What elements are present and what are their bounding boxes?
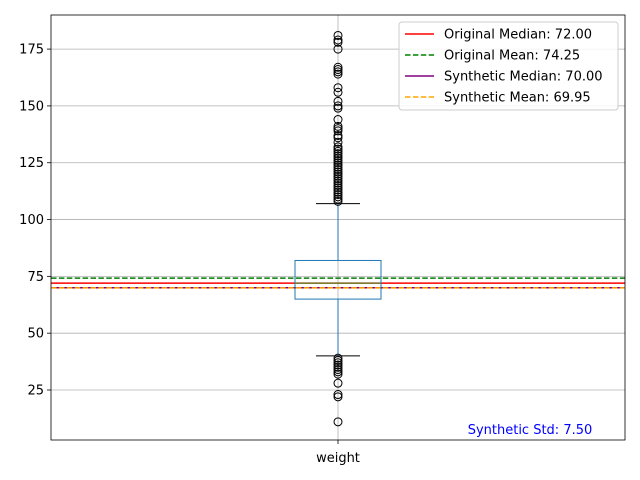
synthetic-std-annotation: Synthetic Std: 7.50: [468, 423, 593, 438]
reference-lines: [51, 277, 625, 289]
outlier-point: [333, 137, 343, 147]
outlier-point: [333, 190, 343, 200]
outlier-point: [333, 171, 343, 181]
outlier-point: [333, 149, 343, 159]
legend-label: Synthetic Median: 70.00: [444, 70, 603, 85]
iqr-box: [294, 259, 382, 300]
outlier-point: [333, 390, 343, 400]
outlier-point: [333, 192, 343, 202]
outlier-point: [333, 142, 343, 152]
y-tick-label: 175: [19, 43, 44, 58]
outlier-point: [333, 144, 343, 154]
outlier-point: [333, 417, 343, 427]
outlier-point: [333, 194, 343, 204]
outlier-point: [333, 126, 343, 136]
outlier-point: [333, 155, 343, 165]
outlier-point: [333, 158, 343, 168]
outlier-point: [333, 121, 343, 131]
outlier-point: [333, 151, 343, 161]
outlier-point: [333, 178, 343, 188]
outlier-point: [333, 187, 343, 197]
legend-label: Synthetic Mean: 69.95: [444, 91, 591, 106]
outlier-point: [333, 87, 343, 97]
outlier-point: [333, 355, 343, 365]
outlier-point: [333, 115, 343, 125]
outlier-point: [333, 169, 343, 179]
outlier-point: [333, 176, 343, 186]
outlier-point: [333, 180, 343, 190]
box-series: [294, 203, 382, 357]
y-tick-label: 50: [27, 327, 44, 342]
outlier-point: [333, 65, 343, 75]
outlier-point: [333, 146, 343, 156]
outlier-point: [333, 165, 343, 175]
outlier-point: [333, 35, 343, 45]
outlier-point: [333, 378, 343, 388]
y-tick-label: 100: [19, 213, 44, 228]
outlier-point: [333, 44, 343, 54]
y-tick-label: 125: [19, 156, 44, 171]
legend-frame: [398, 21, 619, 111]
y-tick-label: 75: [27, 270, 44, 285]
outlier-point: [333, 174, 343, 184]
outlier-point: [333, 358, 343, 368]
outlier-point: [333, 196, 343, 206]
y-axis: 25 50 75 100 125 150 175: [19, 43, 51, 399]
outlier-point: [333, 185, 343, 195]
outlier-point: [333, 360, 343, 370]
legend-label: Original Mean: 74.25: [444, 49, 580, 64]
outlier-point: [333, 367, 343, 377]
outlier-point: [333, 183, 343, 193]
outlier-point: [333, 124, 343, 134]
outlier-point: [333, 353, 343, 363]
outlier-point: [333, 96, 343, 106]
outlier-point: [333, 69, 343, 79]
y-tick-label: 25: [27, 384, 44, 399]
outlier-point: [333, 30, 343, 40]
outlier-point: [333, 62, 343, 72]
outlier-point: [333, 130, 343, 140]
outlier-point: [333, 365, 343, 375]
outlier-point: [333, 369, 343, 379]
legend: Original Median: 72.00 Original Mean: 74.…: [398, 21, 619, 111]
outlier-point: [333, 103, 343, 113]
outlier-point: [333, 167, 343, 177]
y-tick-label: 150: [19, 99, 44, 114]
outlier-point: [333, 392, 343, 402]
outlier-point: [333, 160, 343, 170]
outlier-point: [333, 101, 343, 111]
outlier-point: [333, 67, 343, 77]
outlier-point: [333, 133, 343, 143]
legend-label: Original Median: 72.00: [444, 28, 592, 43]
outlier-point: [333, 37, 343, 47]
x-tick-label: weight: [316, 451, 360, 466]
outlier-point: [333, 162, 343, 172]
outlier-point: [333, 153, 343, 163]
outlier-point: [333, 83, 343, 93]
x-axis: weight: [316, 440, 360, 466]
outliers: [333, 30, 343, 427]
outlier-point: [333, 362, 343, 372]
